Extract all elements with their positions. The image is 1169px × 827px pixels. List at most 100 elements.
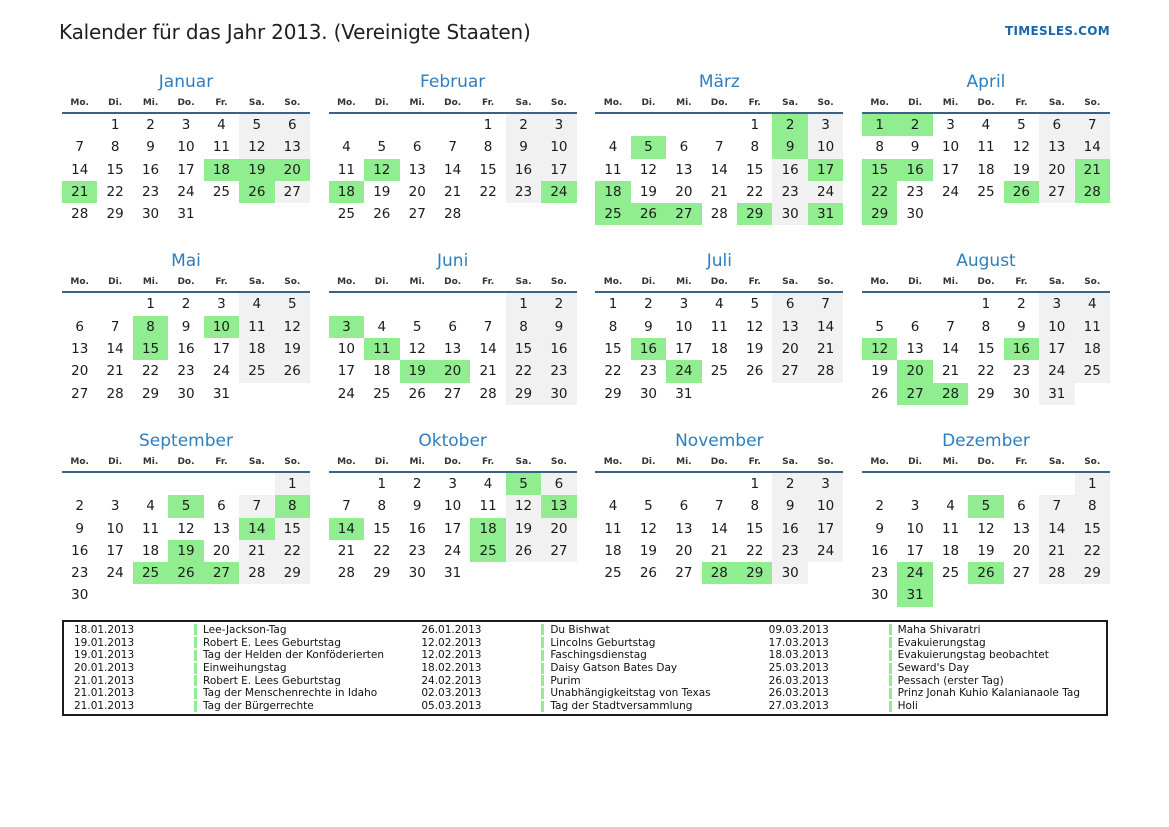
empty-cell: [968, 203, 1003, 225]
empty-cell: [204, 584, 239, 606]
day-cell: 24: [444, 542, 462, 559]
day-cell: 18: [141, 542, 160, 559]
weekday-header-row: Mo. Di. Mi. Do. Fr. Sa. So.: [861, 456, 1110, 473]
months-grid: Januar Mo. Di. Mi. Do. Fr. Sa. So. 1 2 3 4 5 6 7 8 9 10 11…: [62, 72, 1110, 607]
day-cell: 22: [106, 183, 124, 200]
day-cell: 2: [541, 293, 577, 316]
day-cell: 28: [807, 360, 844, 383]
day-cell: 14: [1074, 136, 1110, 159]
day-cell: 22: [505, 360, 542, 383]
empty-cell: [1004, 584, 1039, 606]
weekday-label: Fr.: [1015, 456, 1028, 467]
empty-cell: [97, 473, 132, 495]
day-cell: 6: [75, 318, 84, 335]
day-cell: 12: [274, 315, 310, 339]
day-cell-holiday: 29: [737, 203, 773, 226]
day-cell-holiday: 27: [203, 562, 240, 585]
day-cell-holiday: 26: [968, 562, 1004, 585]
weekday-label: Fr.: [215, 98, 228, 108]
day-cell: 16: [408, 520, 426, 537]
weekday-label: Do.: [444, 456, 462, 467]
month-4: April Mo. Di. Mi. Do. Fr. Sa. So. 1 2 3 4 5 6 7 8 9 10 11 1…: [861, 72, 1110, 226]
empty-cell: [435, 293, 470, 315]
day-cell: 23: [639, 363, 658, 380]
day-grid: 1 2 3 4 5 6 7 8 9 10 11 12 13 14 15 16 17 18 19 20 21 22 23 24 2…: [328, 472, 577, 584]
empty-cell: [470, 203, 505, 225]
weekday-label: Mo.: [870, 277, 889, 288]
day-cell-holiday: 21: [62, 180, 98, 204]
legend-date: 18.03.2013: [768, 649, 829, 662]
day-cell: 22: [1074, 539, 1110, 563]
day-cell: 17: [177, 161, 195, 178]
day-cell: 17: [807, 517, 844, 540]
day-cell: 9: [644, 318, 653, 335]
day-cell: 13: [675, 520, 693, 537]
day-cell: 4: [608, 139, 618, 156]
day-cell: 12: [408, 341, 426, 358]
day-cell: 12: [746, 318, 764, 335]
day-cell: 11: [604, 161, 622, 178]
weekday-label: Do.: [177, 98, 195, 108]
legend-holiday-name: Purim: [550, 674, 581, 687]
legend-date: 12.02.2013: [421, 636, 482, 649]
weekday-header-row: Mo. Di. Mi. Do. Fr. Sa. So.: [62, 457, 310, 473]
weekday-header-row: Mo. Di. Mi. Do. Fr. Sa. So.: [595, 457, 844, 473]
day-cell: 10: [106, 520, 124, 537]
day-cell: 21: [444, 183, 462, 200]
day-cell: 27: [1039, 180, 1075, 204]
day-cell: 16: [772, 158, 808, 181]
day-cell-holiday: 28: [1074, 180, 1110, 204]
day-cell: 17: [675, 341, 693, 358]
day-cell: 7: [483, 318, 493, 335]
day-cell: 27: [444, 385, 462, 402]
day-cell: 7: [946, 318, 955, 335]
weekday-label: Mi.: [942, 456, 959, 467]
month-title: Juni: [437, 251, 469, 272]
weekday-label: Fr.: [1015, 98, 1028, 108]
day-cell: 4: [946, 498, 955, 515]
day-cell: 2: [412, 475, 422, 492]
weekday-label: Mi.: [142, 456, 159, 467]
day-cell-holiday: 26: [1003, 180, 1040, 204]
legend-holiday-name: Evakuierungstag beobachtet: [897, 649, 1049, 662]
legend-item: 12.02.2013 Lincolns Geburtstag: [411, 636, 758, 649]
day-cell: 9: [541, 315, 577, 339]
day-cell: 23: [772, 539, 808, 563]
day-cell: 27: [675, 565, 693, 582]
day-cell: 15: [746, 161, 764, 178]
day-cell: 17: [444, 520, 462, 537]
day-cell-holiday: 16: [1003, 338, 1040, 361]
empty-cell: [1075, 383, 1110, 405]
legend-column: 26.01.2013 Du Bishwat 12.02.2013 Lincolns G…: [411, 624, 758, 713]
legend-holiday-name: Robert E. Lees Geburtstag: [203, 636, 341, 649]
holiday-marker-bar: [541, 675, 545, 687]
month-title: Oktober: [418, 430, 487, 451]
day-cell: 7: [342, 498, 351, 515]
weekday-label: Fr.: [748, 98, 761, 108]
weekday-label: Do.: [710, 98, 728, 108]
holiday-marker-bar: [194, 637, 197, 649]
empty-cell: [133, 584, 168, 606]
day-cell: 10: [541, 136, 577, 159]
weekday-label: Di.: [908, 456, 923, 467]
legend-item: 26.03.2013 Pessach (erster Tag): [759, 674, 1106, 687]
day-cell: 24: [807, 180, 844, 204]
day-cell-holiday: 28: [932, 382, 969, 405]
day-cell: 29: [604, 385, 622, 402]
empty-cell: [239, 584, 274, 606]
day-cell-holiday: 18: [470, 517, 506, 540]
day-cell: 27: [274, 180, 310, 204]
day-cell: 29: [141, 385, 160, 402]
empty-cell: [364, 114, 399, 136]
legend-holiday-name: Seward's Day: [897, 662, 970, 674]
weekday-label: Di.: [108, 277, 123, 288]
brand-link[interactable]: TIMESLES.COM: [1004, 24, 1110, 38]
legend-item: 18.01.2013 Lee-Jackson-Tag: [64, 624, 411, 637]
legend-holiday-name: Du Bishwat: [550, 623, 610, 636]
day-cell-holiday: 1: [861, 114, 898, 137]
month-8: August Mo. Di. Mi. Do. Fr. Sa. So. 1 2 3 4 5 6 7 8 9 10 11…: [861, 251, 1110, 405]
empty-cell: [1039, 203, 1074, 225]
weekday-label: So.: [817, 98, 834, 108]
day-cell: 6: [412, 139, 422, 156]
day-grid: 1 2 3 4 5 6 7 8 9 10 11 12 13 14 15 16 17 18 19 20 21 22 23 24 2…: [328, 114, 577, 225]
